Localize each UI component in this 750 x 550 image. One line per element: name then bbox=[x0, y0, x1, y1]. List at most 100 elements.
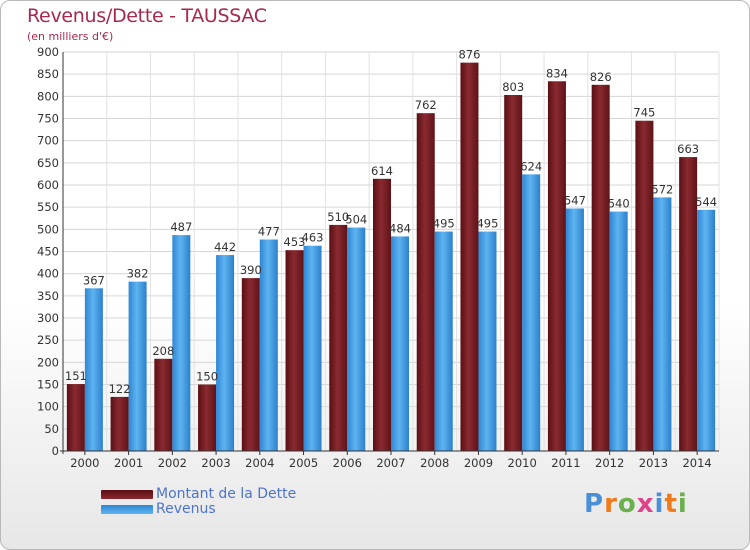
proxiti-logo: Proxiti bbox=[584, 489, 688, 519]
data-label-revenus: 504 bbox=[345, 213, 367, 227]
bar-revenus bbox=[522, 174, 541, 452]
bar-revenus bbox=[434, 231, 453, 451]
logo-letter: i bbox=[654, 489, 665, 519]
y-tick-label: 0 bbox=[52, 444, 59, 458]
data-label-revenus: 367 bbox=[83, 273, 105, 287]
bar-dette bbox=[547, 81, 566, 451]
data-label-revenus: 572 bbox=[651, 182, 673, 196]
bar-dette bbox=[329, 224, 348, 451]
bar-revenus bbox=[565, 208, 584, 451]
logo-letter: i bbox=[677, 489, 688, 519]
data-label-dette: 614 bbox=[371, 164, 393, 178]
x-tick-label: 2014 bbox=[682, 456, 711, 470]
x-tick-label: 2003 bbox=[201, 456, 230, 470]
data-label-revenus: 487 bbox=[170, 220, 192, 234]
x-tick-label: 2010 bbox=[508, 456, 537, 470]
data-label-dette: 150 bbox=[196, 370, 218, 384]
data-label-revenus: 463 bbox=[302, 231, 324, 245]
data-label-revenus: 544 bbox=[695, 195, 717, 209]
logo-letter: P bbox=[584, 489, 605, 519]
data-label-revenus: 477 bbox=[258, 225, 280, 239]
legend-label-revenus: Revenus bbox=[156, 501, 216, 517]
data-label-dette: 663 bbox=[677, 142, 699, 156]
data-label-dette: 745 bbox=[633, 106, 655, 120]
logo-letter: t bbox=[664, 489, 678, 519]
y-tick-label: 300 bbox=[37, 311, 59, 325]
data-label-dette: 876 bbox=[458, 48, 480, 62]
data-label-dette: 803 bbox=[502, 80, 524, 94]
y-tick-label: 200 bbox=[37, 355, 59, 369]
data-label-dette: 510 bbox=[327, 210, 349, 224]
legend-label-dette: Montant de la Dette bbox=[156, 486, 297, 502]
bar-revenus bbox=[303, 245, 322, 451]
y-tick-label: 500 bbox=[37, 222, 59, 236]
data-label-revenus: 495 bbox=[433, 217, 455, 231]
x-tick-label: 2013 bbox=[639, 456, 668, 470]
bar-dette bbox=[591, 84, 610, 451]
x-tick-label: 2004 bbox=[245, 456, 274, 470]
bar-revenus bbox=[84, 288, 103, 451]
bar-revenus bbox=[259, 239, 278, 451]
data-label-revenus: 547 bbox=[564, 193, 586, 207]
data-label-dette: 826 bbox=[590, 70, 612, 84]
data-label-revenus: 540 bbox=[608, 197, 630, 211]
x-tick-label: 2008 bbox=[420, 456, 449, 470]
data-label-revenus: 484 bbox=[389, 221, 411, 235]
y-tick-label: 400 bbox=[37, 267, 59, 281]
bar-dette bbox=[110, 396, 129, 451]
data-label-revenus: 382 bbox=[127, 267, 149, 281]
bar-revenus bbox=[172, 235, 191, 451]
bar-dette bbox=[504, 95, 523, 452]
logo-letter: o bbox=[617, 489, 637, 519]
bar-dette bbox=[635, 120, 654, 451]
bar-dette bbox=[373, 178, 391, 451]
bar-revenus bbox=[347, 227, 366, 451]
bar-dette bbox=[416, 113, 435, 452]
x-tick-label: 2012 bbox=[595, 456, 624, 470]
y-tick-label: 550 bbox=[37, 200, 59, 214]
chart-title: Revenus/Dette - TAUSSAC bbox=[27, 5, 267, 27]
x-tick-label: 2009 bbox=[464, 456, 493, 470]
legend-swatch-revenus bbox=[101, 505, 153, 514]
y-tick-label: 350 bbox=[37, 289, 59, 303]
bar-dette bbox=[198, 384, 217, 451]
x-tick-label: 2007 bbox=[376, 456, 405, 470]
bar-revenus bbox=[478, 231, 497, 451]
data-label-revenus: 495 bbox=[476, 217, 498, 231]
data-label-dette: 151 bbox=[65, 369, 87, 383]
data-label-revenus: 624 bbox=[520, 159, 542, 173]
data-label-dette: 453 bbox=[284, 235, 306, 249]
bar-revenus bbox=[697, 209, 716, 451]
y-tick-label: 650 bbox=[37, 156, 59, 170]
legend-swatch-dette bbox=[101, 490, 153, 499]
bar-revenus bbox=[653, 197, 672, 451]
bar-revenus bbox=[391, 236, 409, 451]
y-tick-label: 150 bbox=[37, 378, 59, 392]
data-label-dette: 122 bbox=[109, 382, 131, 396]
data-label-dette: 762 bbox=[415, 98, 437, 112]
y-tick-label: 50 bbox=[44, 422, 59, 436]
x-tick-label: 2002 bbox=[158, 456, 187, 470]
x-tick-label: 2001 bbox=[114, 456, 143, 470]
data-label-dette: 208 bbox=[152, 344, 174, 358]
y-tick-label: 100 bbox=[37, 400, 59, 414]
bar-dette bbox=[460, 62, 479, 451]
y-tick-label: 600 bbox=[37, 178, 59, 192]
x-tick-label: 2000 bbox=[70, 456, 99, 470]
y-tick-label: 700 bbox=[37, 134, 59, 148]
data-label-dette: 390 bbox=[240, 263, 262, 277]
bar-revenus bbox=[609, 211, 628, 451]
x-tick-label: 2011 bbox=[551, 456, 580, 470]
bar-dette bbox=[154, 358, 173, 451]
bar-dette bbox=[679, 157, 698, 451]
data-label-revenus: 442 bbox=[214, 240, 236, 254]
y-tick-label: 450 bbox=[37, 245, 59, 259]
y-tick-label: 750 bbox=[37, 112, 59, 126]
logo-letter: r bbox=[604, 489, 618, 519]
y-tick-label: 250 bbox=[37, 333, 59, 347]
y-tick-label: 800 bbox=[37, 89, 59, 103]
bar-dette bbox=[285, 250, 304, 451]
bar-dette bbox=[241, 278, 260, 451]
data-label-dette: 834 bbox=[546, 66, 568, 80]
